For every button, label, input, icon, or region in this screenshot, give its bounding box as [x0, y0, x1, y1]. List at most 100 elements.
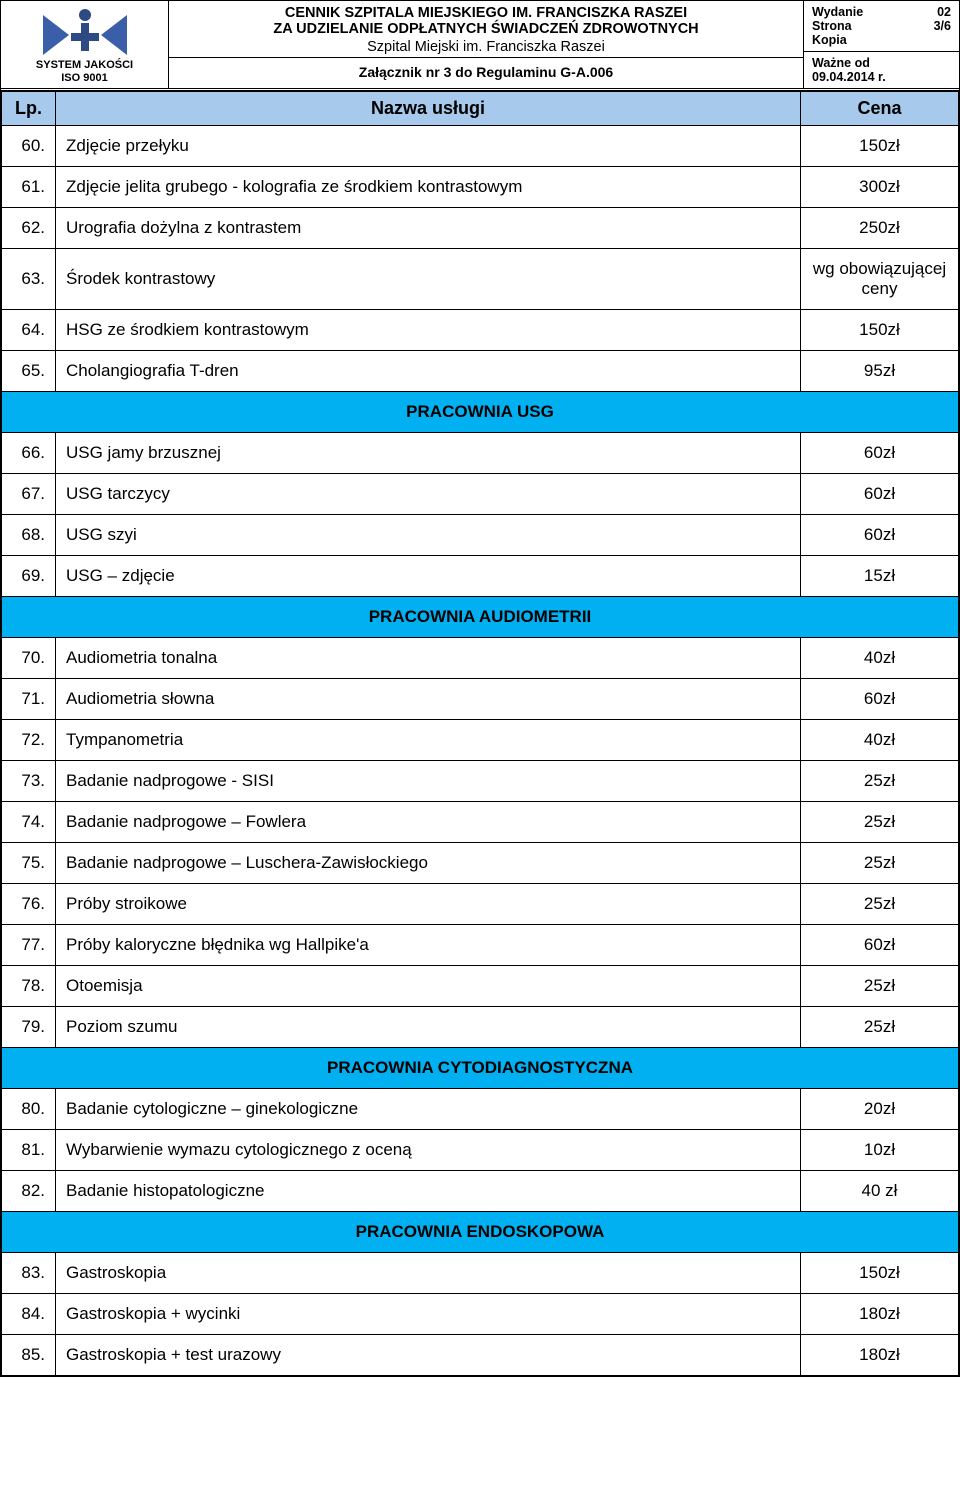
table-row: 66.USG jamy brzusznej60zł	[2, 433, 959, 474]
cell-name: Gastroskopia + test urazowy	[56, 1335, 801, 1376]
section-title: PRACOWNIA CYTODIAGNOSTYCZNA	[2, 1048, 959, 1089]
cell-lp: 75.	[2, 843, 56, 884]
cell-name: Audiometria tonalna	[56, 638, 801, 679]
table-row: 63.Środek kontrastowywg obowiązującej ce…	[2, 249, 959, 310]
cell-price: 40zł	[801, 720, 959, 761]
cell-name: Audiometria słowna	[56, 679, 801, 720]
table-row: 85.Gastroskopia + test urazowy180zł	[2, 1335, 959, 1376]
cell-lp: 65.	[2, 351, 56, 392]
meta-strona-value: 3/6	[934, 19, 951, 33]
table-row: 60.Zdjęcie przełyku150zł	[2, 126, 959, 167]
cell-name: Badanie nadprogowe – Luschera-Zawisłocki…	[56, 843, 801, 884]
cell-name: USG szyi	[56, 515, 801, 556]
section-row: PRACOWNIA CYTODIAGNOSTYCZNA	[2, 1048, 959, 1089]
cell-price: 25zł	[801, 843, 959, 884]
cell-price: wg obowiązującej ceny	[801, 249, 959, 310]
cell-lp: 78.	[2, 966, 56, 1007]
cell-name: Urografia dożylna z kontrastem	[56, 208, 801, 249]
section-row: PRACOWNIA ENDOSKOPOWA	[2, 1212, 959, 1253]
cell-lp: 80.	[2, 1089, 56, 1130]
cell-name: HSG ze środkiem kontrastowym	[56, 310, 801, 351]
cell-price: 60zł	[801, 433, 959, 474]
cell-name: Gastroskopia	[56, 1253, 801, 1294]
section-title: PRACOWNIA USG	[2, 392, 959, 433]
cell-lp: 60.	[2, 126, 56, 167]
cell-lp: 68.	[2, 515, 56, 556]
cell-name: Wybarwienie wymazu cytologicznego z ocen…	[56, 1130, 801, 1171]
cell-price: 10zł	[801, 1130, 959, 1171]
cell-lp: 85.	[2, 1335, 56, 1376]
cell-name: Tympanometria	[56, 720, 801, 761]
cell-lp: 71.	[2, 679, 56, 720]
cell-name: Badanie histopatologiczne	[56, 1171, 801, 1212]
table-row: 62.Urografia dożylna z kontrastem250zł	[2, 208, 959, 249]
table-row: 74.Badanie nadprogowe – Fowlera25zł	[2, 802, 959, 843]
table-row: 77.Próby kaloryczne błędnika wg Hallpike…	[2, 925, 959, 966]
cell-name: USG – zdjęcie	[56, 556, 801, 597]
table-row: 76.Próby stroikowe25zł	[2, 884, 959, 925]
cell-price: 250zł	[801, 208, 959, 249]
cell-lp: 63.	[2, 249, 56, 310]
cell-lp: 62.	[2, 208, 56, 249]
cell-price: 60zł	[801, 679, 959, 720]
attachment-label: Załącznik nr 3 do Regulaminu G-A.006	[169, 57, 803, 86]
cell-price: 25zł	[801, 1007, 959, 1048]
cell-lp: 67.	[2, 474, 56, 515]
section-title: PRACOWNIA AUDIOMETRII	[2, 597, 959, 638]
header-title-block: CENNIK SZPITALA MIEJSKIEGO IM. FRANCISZK…	[169, 1, 803, 57]
cell-name: USG tarczycy	[56, 474, 801, 515]
cell-name: Badanie cytologiczne – ginekologiczne	[56, 1089, 801, 1130]
cell-lp: 79.	[2, 1007, 56, 1048]
cell-lp: 84.	[2, 1294, 56, 1335]
cell-lp: 77.	[2, 925, 56, 966]
section-title: PRACOWNIA ENDOSKOPOWA	[2, 1212, 959, 1253]
logo-text-line2: ISO 9001	[7, 72, 162, 85]
title-line1: CENNIK SZPITALA MIEJSKIEGO IM. FRANCISZK…	[177, 5, 795, 21]
meta-wydanie-value: 02	[937, 5, 951, 19]
cell-name: Cholangiografia T-dren	[56, 351, 801, 392]
logo-text-line1: SYSTEM JAKOŚCI	[7, 59, 162, 72]
cell-name: Zdjęcie przełyku	[56, 126, 801, 167]
cell-lp: 69.	[2, 556, 56, 597]
section-row: PRACOWNIA USG	[2, 392, 959, 433]
cell-name: Badanie nadprogowe – Fowlera	[56, 802, 801, 843]
cell-name: Próby kaloryczne błędnika wg Hallpike'a	[56, 925, 801, 966]
cell-price: 25zł	[801, 966, 959, 1007]
cell-lp: 61.	[2, 167, 56, 208]
table-row: 67.USG tarczycy60zł	[2, 474, 959, 515]
meta-kopia-label: Kopia	[812, 33, 847, 47]
price-table: Lp. Nazwa usługi Cena 60.Zdjęcie przełyk…	[1, 91, 959, 1376]
cell-price: 150zł	[801, 126, 959, 167]
cell-lp: 81.	[2, 1130, 56, 1171]
cell-price: 25zł	[801, 802, 959, 843]
cell-price: 180zł	[801, 1294, 959, 1335]
cell-lp: 70.	[2, 638, 56, 679]
table-row: 79.Poziom szumu25zł	[2, 1007, 959, 1048]
table-row: 69.USG – zdjęcie15zł	[2, 556, 959, 597]
hospital-logo-icon	[25, 5, 145, 57]
meta-wydanie-label: Wydanie	[812, 5, 863, 19]
table-row: 73.Badanie nadprogowe - SISI25zł	[2, 761, 959, 802]
cell-lp: 83.	[2, 1253, 56, 1294]
cell-lp: 76.	[2, 884, 56, 925]
cell-name: Poziom szumu	[56, 1007, 801, 1048]
table-row: 72.Tympanometria40zł	[2, 720, 959, 761]
cell-lp: 64.	[2, 310, 56, 351]
title-line2: ZA UDZIELANIE ODPŁATNYCH ŚWIADCZEŃ ZDROW…	[177, 21, 795, 37]
cell-price: 60zł	[801, 925, 959, 966]
cell-price: 300zł	[801, 167, 959, 208]
table-row: 70.Audiometria tonalna40zł	[2, 638, 959, 679]
col-header-name: Nazwa usługi	[56, 92, 801, 126]
table-row: 64.HSG ze środkiem kontrastowym150zł	[2, 310, 959, 351]
meta-wazne-value: 09.04.2014 r.	[812, 70, 951, 84]
table-row: 75.Badanie nadprogowe – Luschera-Zawisło…	[2, 843, 959, 884]
meta-wazne-label: Ważne od	[812, 56, 951, 70]
table-row: 61.Zdjęcie jelita grubego - kolografia z…	[2, 167, 959, 208]
cell-price: 40 zł	[801, 1171, 959, 1212]
title-line3: Szpital Miejski im. Franciszka Raszei	[177, 39, 795, 55]
table-row: 82.Badanie histopatologiczne40 zł	[2, 1171, 959, 1212]
cell-price: 40zł	[801, 638, 959, 679]
cell-price: 95zł	[801, 351, 959, 392]
cell-lp: 72.	[2, 720, 56, 761]
cell-name: Środek kontrastowy	[56, 249, 801, 310]
